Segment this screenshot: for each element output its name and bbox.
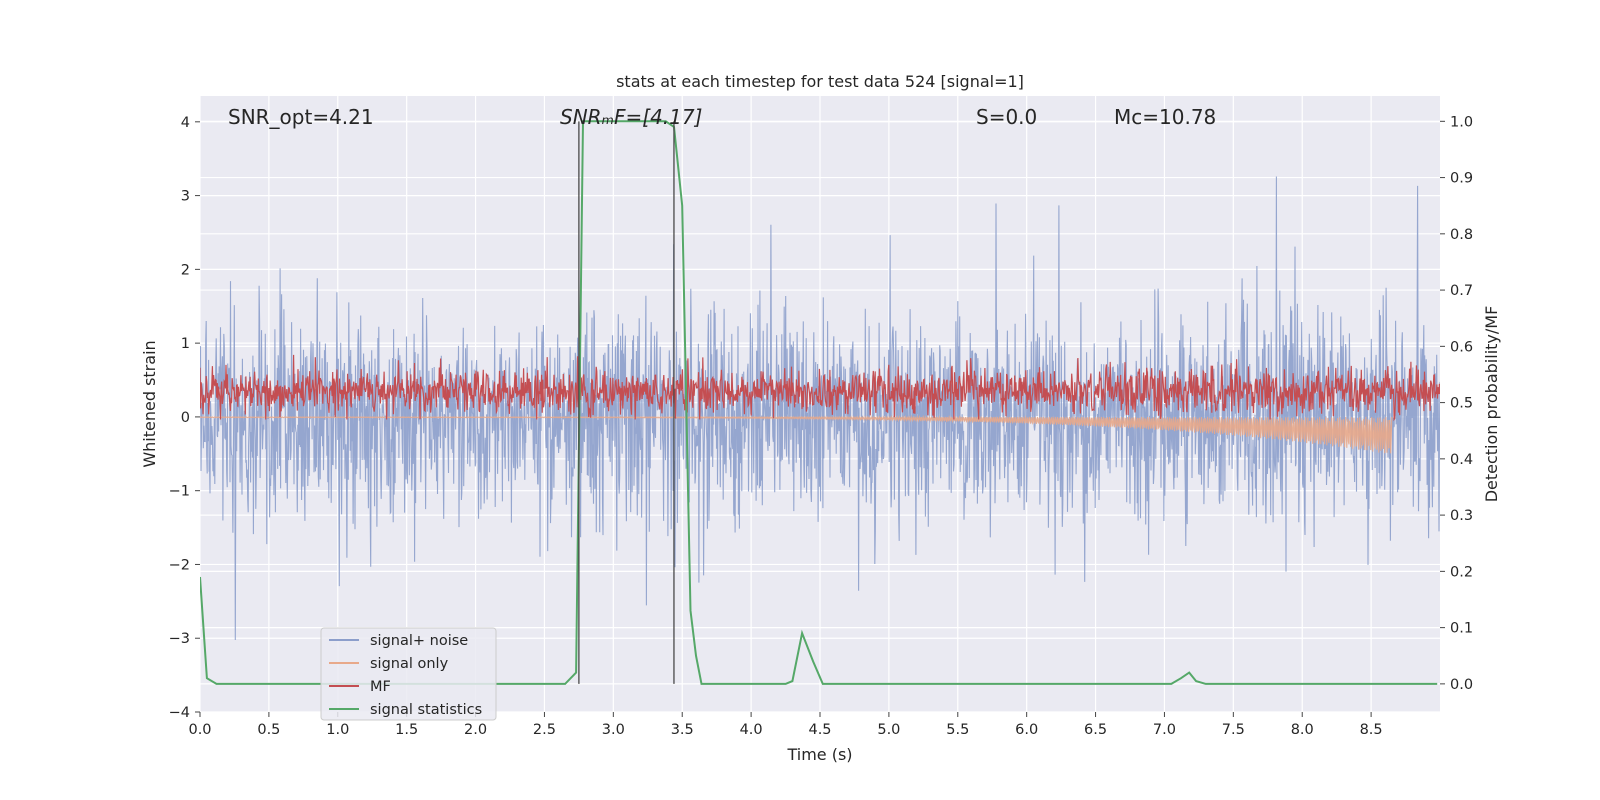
y-tick-label-right: 0.4 — [1450, 452, 1473, 468]
x-tick-label: 1.5 — [395, 722, 418, 738]
x-tick-label: 0.5 — [257, 722, 280, 738]
series-mf — [200, 354, 1440, 422]
y-tick-label-right: 0.5 — [1450, 396, 1473, 412]
y-tick-label-right: 0.3 — [1450, 508, 1473, 524]
y-tick-label-right: 0.1 — [1450, 621, 1473, 637]
x-tick-label: 4.0 — [740, 722, 763, 738]
series-signal-only — [200, 414, 1393, 454]
annotation-mc-value: Mᴄ=10.78 — [1114, 105, 1216, 129]
y-axis-label-left: Whitened strain — [140, 340, 159, 467]
legend-label-signal-noise: signal+ noise — [370, 633, 468, 649]
x-tick-label: 5.0 — [877, 722, 900, 738]
legend: signal+ noise signal only MF signal stat… — [320, 627, 497, 721]
x-tick-label: 1.0 — [326, 722, 349, 738]
y-tick-label-left: −4 — [169, 705, 190, 721]
legend-label-signal-statistics: signal statistics — [370, 702, 482, 718]
x-tick-label: 3.5 — [671, 722, 694, 738]
y-tick-label-left: 4 — [181, 115, 190, 131]
y-tick-label-left: −2 — [169, 557, 190, 573]
y-tick-label-right: 0.9 — [1450, 171, 1473, 187]
x-tick-label: 2.5 — [533, 722, 556, 738]
series-signal-statistics — [200, 120, 1438, 685]
legend-label-mf: MF — [370, 679, 391, 695]
x-tick-label: 8.5 — [1360, 722, 1383, 738]
y-tick-label-left: 3 — [181, 189, 190, 205]
legend-box — [320, 627, 497, 721]
y-tick-label-right: 1.0 — [1450, 114, 1473, 130]
y-tick-label-right: 0.8 — [1450, 227, 1473, 243]
y-tick-label-right: 0.2 — [1450, 564, 1473, 580]
x-tick-label: 0.0 — [188, 722, 211, 738]
y-tick-label-left: 2 — [181, 262, 190, 278]
chart-title: stats at each timestep for test data 524… — [616, 72, 1024, 91]
series-layer — [200, 120, 1440, 685]
y-axis-label-right: Detection probability/MF — [1482, 306, 1501, 503]
x-tick-label: 7.5 — [1222, 722, 1245, 738]
annotation-snr-mf: SNRₘF=[4.17] — [560, 105, 702, 129]
y-tick-label-right: 0.7 — [1450, 283, 1473, 299]
legend-label-signal-only: signal only — [370, 656, 449, 672]
y-tick-label-left: −1 — [169, 484, 190, 500]
x-tick-label: 3.0 — [602, 722, 625, 738]
x-tick-label: 5.5 — [946, 722, 969, 738]
y-tick-label-left: 1 — [181, 336, 190, 352]
x-tick-label: 4.5 — [808, 722, 831, 738]
x-tick-label: 8.0 — [1291, 722, 1314, 738]
x-tick-label: 6.5 — [1084, 722, 1107, 738]
x-tick-label: 6.0 — [1015, 722, 1038, 738]
annotation-s-value: S=0.0 — [976, 105, 1037, 129]
x-axis-label: Time (s) — [786, 745, 852, 764]
y-tick-label-left: 0 — [181, 410, 190, 426]
y-tick-label-left: −3 — [169, 631, 190, 647]
x-tick-label: 7.0 — [1153, 722, 1176, 738]
annotation-snr-opt: SNR_opt=4.21 — [228, 105, 374, 129]
vertical-markers — [578, 121, 675, 684]
x-tick-label: 2.0 — [464, 722, 487, 738]
y-tick-label-right: 0.6 — [1450, 339, 1473, 355]
tick-labels: 0.0 0.5 1.0 1.5 2.0 2.5 3.0 3.5 4.0 4.5 5.0 5.5 6.0 6… — [169, 114, 1473, 738]
y-tick-label-right: 0.0 — [1450, 677, 1473, 693]
